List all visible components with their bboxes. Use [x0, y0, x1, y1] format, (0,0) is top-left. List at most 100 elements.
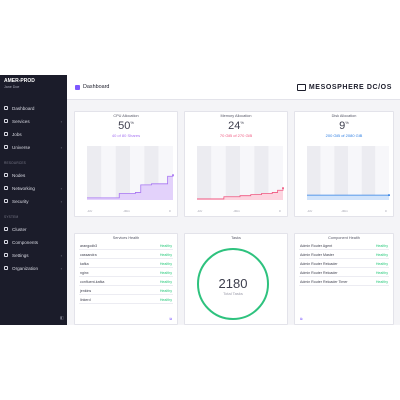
chevron-right-icon: ›	[60, 144, 62, 150]
cpu-shares: 40 of 80 Shares	[111, 133, 141, 138]
chart-band	[225, 146, 240, 200]
chevron-right-icon: ›	[60, 118, 62, 124]
list-item[interactable]: Admin Router Reloader Timer Healthy	[299, 280, 389, 286]
sidebar-item-nodes[interactable]: Nodes	[0, 170, 67, 180]
x-tick-label: -1hr	[197, 209, 203, 213]
chart-band	[211, 146, 226, 200]
chart-band	[101, 146, 116, 200]
list-item[interactable]: Admin Router Master Healthy	[299, 253, 389, 259]
sidebar-item-components[interactable]: Components	[0, 237, 67, 247]
chart-band	[320, 146, 335, 200]
list-item[interactable]: kafka Healthy	[79, 262, 173, 268]
sidebar-item-label: Dashboard	[12, 105, 35, 111]
disk-chart	[307, 146, 390, 200]
disk-usage: 200 GiB of 2080 GiB	[325, 133, 363, 138]
list-item[interactable]: Admin Router Agent Healthy	[299, 244, 389, 250]
x-tick-label: -1hr	[307, 209, 313, 213]
memory-percent: 24%	[228, 120, 244, 132]
card-title: CPU Allocation	[113, 114, 139, 118]
list-item[interactable]: confluent-kafka Healthy	[79, 280, 173, 286]
sidebar-toggle-icon[interactable]: ◧	[60, 315, 64, 320]
chart-band	[240, 146, 255, 200]
sidebar-item-networking[interactable]: Networking ›	[0, 183, 67, 193]
view-all-icon[interactable]: ⧉	[169, 317, 172, 321]
sidebar-item-security[interactable]: Security ›	[0, 196, 67, 206]
chart-band	[197, 146, 212, 200]
app-window: AMER-PROD Jane Doe Dashboard Services › J…	[0, 75, 400, 325]
list-item[interactable]: nginx Healthy	[79, 271, 173, 277]
components-icon	[4, 240, 8, 244]
cluster-user: Jane Doe	[4, 85, 20, 89]
cluster-icon	[4, 227, 8, 231]
tasks-total: 2180	[218, 276, 248, 291]
memory-allocation-card: Memory Allocation 24% 70 GiB of 270 GiB …	[184, 111, 288, 217]
sidebar-item-universe[interactable]: Universe ›	[0, 142, 67, 152]
x-tick-label: -30m	[123, 209, 130, 213]
sidebar-item-settings[interactable]: Settings ›	[0, 250, 67, 260]
sidebar-item-label: Universe	[12, 144, 31, 150]
cluster-name[interactable]: AMER-PROD	[4, 78, 35, 84]
sidebar-item-label: Security	[12, 198, 29, 204]
page-title: Dashboard	[83, 84, 110, 90]
chart-band	[115, 146, 130, 200]
list-item[interactable]: linkerd Healthy	[79, 298, 173, 304]
sidebar-item-services[interactable]: Services ›	[0, 116, 67, 126]
sidebar-item-label: Cluster	[12, 226, 27, 232]
series-line	[87, 175, 174, 199]
view-all-icon[interactable]: ⧉	[300, 317, 303, 321]
list-item[interactable]: cassandra Healthy	[79, 253, 173, 259]
sidebar-item-dashboard[interactable]: Dashboard	[0, 103, 67, 113]
x-tick-label: 0	[169, 209, 171, 213]
list-item[interactable]: Admin Router Reloader Healthy	[299, 262, 389, 268]
universe-icon	[4, 145, 8, 149]
sidebar-item-label: Organization	[12, 265, 39, 271]
sidebar-item-jobs[interactable]: Jobs	[0, 129, 67, 139]
sidebar: AMER-PROD Jane Doe Dashboard Services › J…	[0, 75, 67, 325]
x-tick-label: -30m	[233, 209, 240, 213]
chevron-right-icon: ›	[60, 252, 62, 258]
list-item[interactable]: arangodb3 Healthy	[79, 244, 173, 250]
cpu-chart	[87, 146, 174, 200]
disk-percent: 9%	[339, 120, 349, 132]
networking-icon	[4, 186, 8, 190]
card-title: Services Health	[112, 236, 140, 240]
chart-band	[87, 146, 102, 200]
dashboard-icon	[75, 85, 80, 90]
x-tick-label: 0	[279, 209, 281, 213]
services-health-card: Services Health arangodb3 Healthy cassand…	[74, 233, 178, 325]
chart-band	[348, 146, 362, 200]
x-tick-label: 0	[385, 209, 387, 213]
chevron-right-icon: ›	[60, 185, 62, 191]
chevron-right-icon: ›	[60, 265, 62, 271]
sidebar-item-label: Components	[12, 239, 39, 245]
data-point	[172, 174, 174, 177]
x-tick-label: -30m	[341, 209, 348, 213]
gear-icon	[4, 253, 8, 257]
card-title: Component Health	[328, 236, 360, 240]
chart-band	[334, 146, 348, 200]
disk-allocation-card: Disk Allocation 9% 200 GiB of 2080 GiB -…	[294, 111, 394, 217]
chart-band	[307, 146, 321, 200]
list-item[interactable]: Admin Router Reloader Healthy	[299, 271, 389, 277]
logo: MESOSPHERE DC/OS	[296, 82, 392, 92]
cpu-allocation-card: CPU Allocation 50% 40 of 80 Shares -1hr …	[74, 111, 178, 217]
dashboard-icon	[4, 106, 8, 110]
sidebar-item-cluster[interactable]: Cluster	[0, 224, 67, 234]
nodes-icon	[4, 173, 8, 177]
data-point	[282, 187, 284, 190]
chart-band	[375, 146, 389, 200]
services-icon	[4, 119, 8, 123]
tasks-card: Tasks 2180 Total Tasks	[184, 233, 288, 325]
mesosphere-logo-icon	[296, 83, 306, 91]
list-item[interactable]: jenkins Healthy	[79, 289, 173, 295]
card-title: Disk Allocation	[331, 114, 357, 118]
logo-text: MESOSPHERE DC/OS	[308, 83, 392, 91]
sidebar-item-label: Jobs	[12, 131, 22, 137]
x-tick-label: -1hr	[87, 209, 93, 213]
cpu-percent: 50%	[118, 120, 134, 132]
area-fill	[307, 195, 389, 200]
chart-band	[361, 146, 376, 200]
sidebar-item-label: Networking	[12, 185, 35, 191]
card-title: Tasks	[231, 236, 241, 240]
sidebar-item-organization[interactable]: Organization ›	[0, 263, 67, 273]
